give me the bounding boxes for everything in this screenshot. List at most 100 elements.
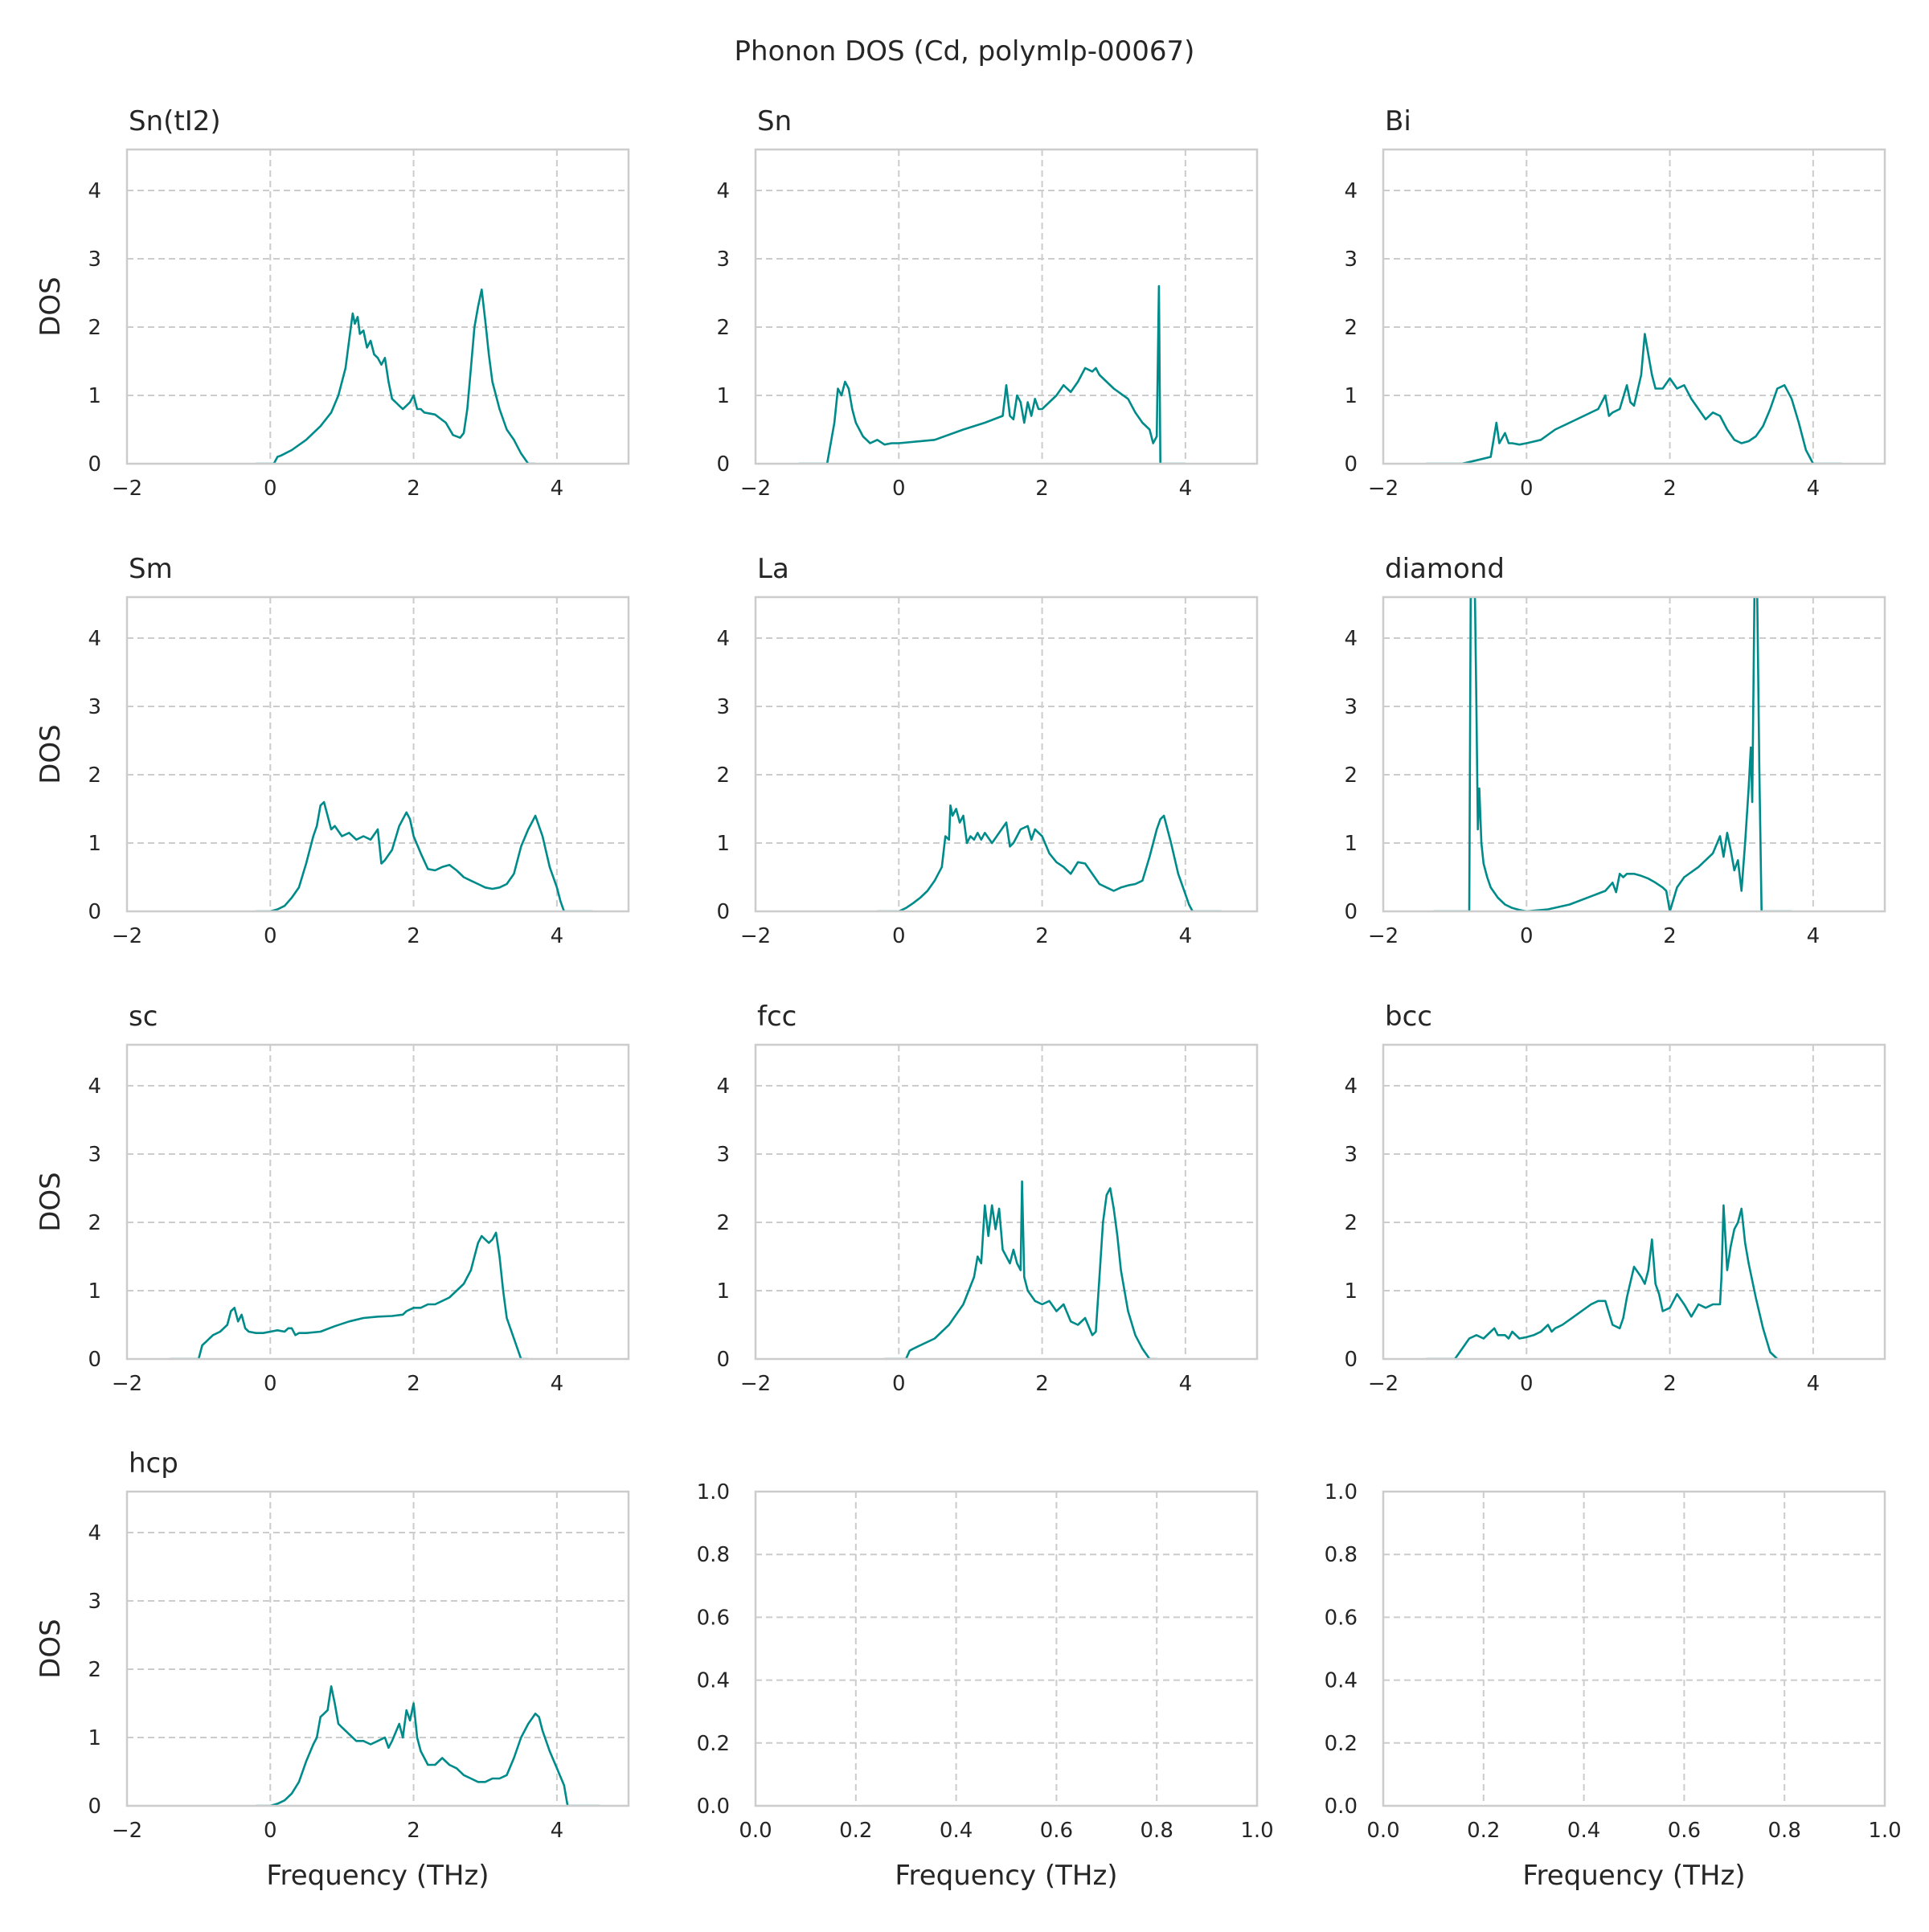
x-tick-label: 4 — [551, 1819, 564, 1843]
x-tick-label: −2 — [112, 1372, 142, 1396]
x-tick-label: 2 — [1663, 924, 1677, 948]
x-tick-label: 4 — [1179, 477, 1193, 501]
y-tick-label: 0 — [716, 900, 730, 924]
y-tick-label: 4 — [1344, 1074, 1358, 1099]
y-tick-label: 2 — [88, 763, 101, 788]
axes-frame — [125, 1490, 630, 1807]
x-tick-label: 0 — [892, 1372, 906, 1396]
y-tick-label: 4 — [1344, 179, 1358, 203]
y-tick-label: 1 — [1344, 832, 1358, 856]
y-tick-label: 1.0 — [697, 1480, 730, 1504]
y-tick-label: 2 — [88, 316, 101, 340]
dos-series-line — [877, 804, 1222, 911]
x-tick-label: 4 — [551, 924, 564, 948]
chart-panel-4: −2 0 2 4 0 1 2 3 4 Sm DOS — [35, 553, 630, 948]
y-tick-label: 3 — [716, 248, 730, 272]
y-tick-label: 0.6 — [1325, 1606, 1358, 1630]
x-tick-label: 0.6 — [1668, 1819, 1701, 1843]
x-tick-label: 2 — [407, 1372, 420, 1396]
figure-title: Phonon DOS (Cd, polymlp-00067) — [735, 35, 1195, 68]
y-tick-label: 2 — [716, 1211, 730, 1235]
x-axis-label: Frequency (THz) — [1522, 1860, 1745, 1892]
y-tick-label: 0 — [88, 900, 101, 924]
x-tick-label: 0.2 — [839, 1819, 872, 1843]
x-tick-label: 4 — [1179, 924, 1193, 948]
dos-series-line — [884, 1180, 1157, 1359]
x-tick-label: 2 — [1663, 477, 1677, 501]
x-tick-label: 0 — [264, 1372, 277, 1396]
x-tick-label: 4 — [1807, 924, 1820, 948]
x-tick-label: 0.2 — [1467, 1819, 1500, 1843]
y-tick-label: 4 — [88, 627, 101, 651]
dos-series-line — [256, 800, 593, 911]
y-tick-label: 1 — [88, 832, 101, 856]
panel-title: Bi — [1385, 105, 1411, 137]
x-tick-label: 0 — [264, 924, 277, 948]
y-axis-label: DOS — [35, 276, 67, 337]
x-tick-label: 2 — [407, 1819, 420, 1843]
axes-frame — [1382, 1043, 1886, 1361]
y-tick-label: 0.2 — [1325, 1732, 1358, 1756]
y-axis-label: DOS — [35, 1172, 67, 1232]
y-tick-label: 0.0 — [1325, 1795, 1358, 1819]
axes-frame — [1382, 148, 1886, 465]
x-axis-label: Frequency (THz) — [266, 1860, 489, 1892]
y-tick-label: 1 — [1344, 384, 1358, 408]
y-tick-label: 1.0 — [1325, 1480, 1358, 1504]
x-tick-label: −2 — [112, 477, 142, 501]
x-tick-label: 0 — [264, 1819, 277, 1843]
y-tick-label: 2 — [88, 1658, 101, 1682]
x-tick-label: −2 — [1368, 477, 1399, 501]
chart-panel-5: −2 0 2 4 0 1 2 3 4 La — [716, 553, 1259, 948]
x-tick-label: 1.0 — [1240, 1819, 1273, 1843]
panel-title: Sm — [129, 553, 173, 585]
x-tick-label: 0.8 — [1768, 1819, 1801, 1843]
y-tick-label: 1 — [716, 832, 730, 856]
y-tick-label: 0.6 — [697, 1606, 730, 1630]
dos-series-line — [798, 284, 1186, 464]
x-tick-label: 2 — [1035, 1372, 1049, 1396]
y-axis-label: DOS — [35, 1619, 67, 1679]
chart-panel-3: −2 0 2 4 0 1 2 3 4 Bi — [1344, 105, 1886, 501]
y-tick-label: 0.4 — [1325, 1669, 1358, 1693]
x-tick-label: 4 — [1179, 1372, 1193, 1396]
y-tick-label: 4 — [716, 627, 730, 651]
axes-frame — [125, 1043, 630, 1361]
y-tick-label: 3 — [88, 248, 101, 272]
panel-title: fcc — [757, 1001, 797, 1033]
panel-title: Sn(tI2) — [129, 105, 221, 137]
chart-panel-1: −2 0 2 4 0 1 2 3 4 Sn(tI2) DOS — [35, 105, 630, 501]
dos-series-line — [1426, 333, 1842, 464]
dos-series-line — [1433, 597, 1792, 911]
panel-title: hcp — [129, 1447, 178, 1480]
y-tick-label: 1 — [88, 1726, 101, 1750]
y-tick-label: 2 — [716, 763, 730, 788]
x-tick-label: −2 — [740, 477, 771, 501]
x-tick-label: −2 — [112, 924, 142, 948]
x-tick-label: 4 — [551, 477, 564, 501]
x-tick-label: 0 — [1520, 924, 1534, 948]
x-tick-label: 2 — [1035, 477, 1049, 501]
x-tick-label: 2 — [1663, 1372, 1677, 1396]
x-tick-label: 4 — [551, 1372, 564, 1396]
dos-series-line — [256, 288, 536, 464]
chart-panel-11: 0.0 0.2 0.4 0.6 0.8 1.0 0.0 0.2 0.4 0.6 0.8 1.0 Freq… — [697, 1480, 1274, 1892]
chart-panel-6: −2 0 2 4 0 1 2 3 4 diamond — [1344, 553, 1886, 948]
y-tick-label: 4 — [88, 179, 101, 203]
axes-frame — [754, 1043, 1259, 1361]
panel-title: bcc — [1385, 1001, 1432, 1033]
y-axis-label: DOS — [35, 724, 67, 784]
y-tick-label: 4 — [88, 1074, 101, 1099]
y-tick-label: 0 — [88, 1348, 101, 1372]
x-tick-label: 0.4 — [940, 1819, 973, 1843]
y-tick-label: 1 — [1344, 1279, 1358, 1304]
chart-panel-10: −2 0 2 4 0 1 2 3 4 hcp DOS Frequency (THz) — [35, 1447, 630, 1892]
y-tick-label: 0.0 — [697, 1795, 730, 1819]
x-tick-label: 0.4 — [1567, 1819, 1600, 1843]
x-tick-label: −2 — [740, 924, 771, 948]
y-tick-label: 1 — [88, 1279, 101, 1304]
chart-panel-8: −2 0 2 4 0 1 2 3 4 fcc — [716, 1001, 1259, 1396]
y-tick-label: 4 — [716, 179, 730, 203]
x-tick-label: 0 — [264, 477, 277, 501]
y-tick-label: 0.2 — [697, 1732, 730, 1756]
